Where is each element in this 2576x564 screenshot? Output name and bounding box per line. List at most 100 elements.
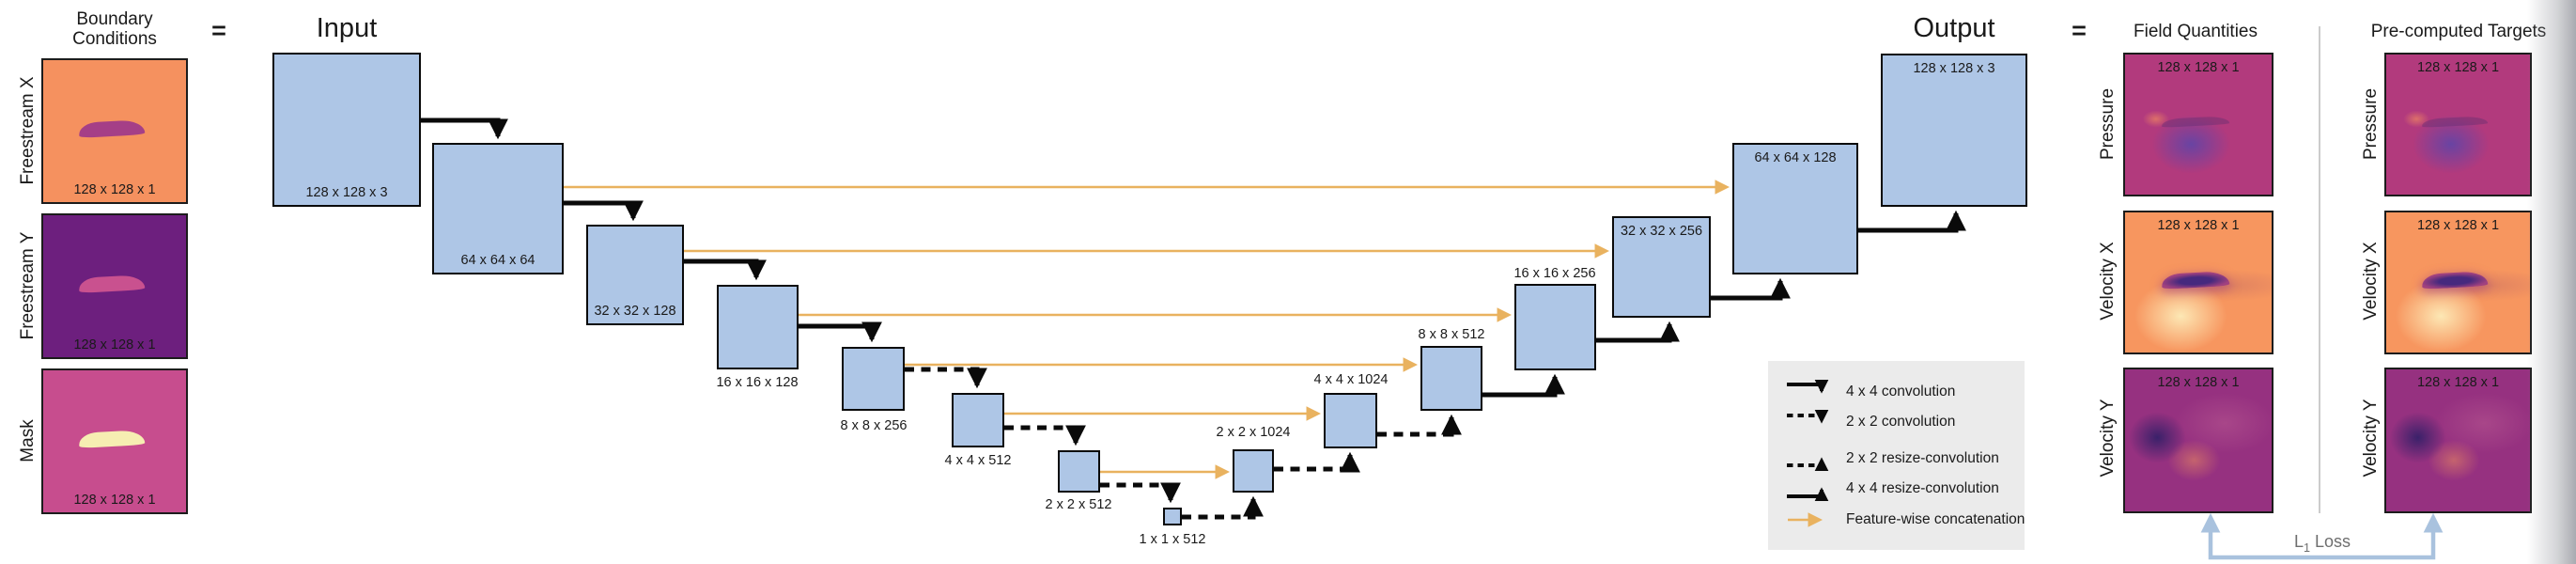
conv-64-to-32 <box>564 200 644 222</box>
mask-dims: 128 x 128 x 1 <box>73 493 156 508</box>
airfoil-shape <box>2422 116 2489 128</box>
resize-16-to-32 <box>1596 321 1681 343</box>
velocity-x-field-image: 128 x 128 x 1 <box>2123 211 2273 354</box>
unet-box-8x8x512 <box>1420 341 1487 411</box>
legend-item-label: 2 x 2 resize-convolution <box>1846 450 1999 466</box>
velocity-y-field-image: 128 x 128 x 1 <box>2123 368 2273 513</box>
legend-item-label: Feature-wise concatenation <box>1846 511 2025 527</box>
box-dims: 64 x 64 x 64 <box>460 253 535 268</box>
conv-2-to-1 <box>1100 482 1182 504</box>
label-4x4x512: 4 x 4 x 512 <box>944 453 1012 468</box>
unet-box-64x64x128: 64 x 64 x 128 <box>1732 138 1863 274</box>
resize-2-to-4 <box>1274 451 1361 473</box>
box-dims: 32 x 32 x 256 <box>1620 224 1703 239</box>
unet-box-32x32x128: 32 x 32 x 128 <box>586 225 684 325</box>
loss-subscript: 1 <box>2303 540 2310 555</box>
legend-item-2x2-resize-convolution: 2 x 2 resize-convolution <box>1784 446 1999 471</box>
resize-32-to-64 <box>1711 277 1792 301</box>
input-title: Input <box>316 13 378 43</box>
label-8x8x256: 8 x 8 x 256 <box>840 418 908 433</box>
airfoil-shape <box>2161 116 2229 128</box>
label-2x2x512: 2 x 2 x 512 <box>1045 497 1112 512</box>
boundary-title-line2: Conditions <box>72 29 157 49</box>
equals-sign-right: = <box>2072 16 2087 45</box>
unet-box-input: 128 x 128 x 3 <box>272 53 421 207</box>
row-label-pressure-field: Pressure <box>2098 87 2118 161</box>
velocity-x-target-image: 128 x 128 x 1 <box>2384 211 2532 354</box>
legend-item-4x4-resize-convolution: 4 x 4 resize-convolution <box>1784 477 1999 501</box>
legend-item-feature-wise-concatenation: Feature-wise concatenation <box>1784 508 2025 532</box>
conv-input-to-64 <box>421 118 509 140</box>
label-1x1x512: 1 x 1 x 512 <box>1139 532 1206 547</box>
label-4x4x1024: 4 x 4 x 1024 <box>1313 372 1389 387</box>
legend-arrow-dashed-up-icon <box>1787 457 1830 471</box>
pressure-field-dims: 128 x 128 x 1 <box>2157 60 2240 75</box>
unet-box-output: 128 x 128 x 3 <box>1881 54 2027 207</box>
conv-32-to-16 <box>684 258 768 281</box>
unet-box-4x4x512 <box>952 393 1004 447</box>
velocity-x-target-dims: 128 x 128 x 1 <box>2416 218 2500 233</box>
unet-box-2x2x1024 <box>1233 445 1279 493</box>
velocity-x-field-dims: 128 x 128 x 1 <box>2157 218 2240 233</box>
loss-suffix: Loss <box>2315 532 2351 552</box>
boundary-title-line1: Boundary <box>76 9 153 29</box>
label-16x16x256: 16 x 16 x 256 <box>1513 266 1596 281</box>
resize-8-to-16 <box>1482 373 1566 398</box>
conv-4-to-2 <box>1004 425 1087 446</box>
pressure-target-image: 128 x 128 x 1 <box>2384 53 2532 196</box>
velocity-y-target-dims: 128 x 128 x 1 <box>2416 375 2500 390</box>
pressure-field-image: 128 x 128 x 1 <box>2123 53 2273 196</box>
velocity-y-field-dims: 128 x 128 x 1 <box>2157 375 2240 390</box>
unet-box-1x1x512 <box>1163 508 1182 525</box>
row-label-velocity-y-field: Velocity Y <box>2098 399 2118 478</box>
legend-arrow-solid-down-icon <box>1787 380 1830 394</box>
legend-arrow-solid-up-icon <box>1787 487 1830 501</box>
l1-loss-bracket <box>2200 512 2444 560</box>
field-quantities-title: Field Quantities <box>2133 22 2258 41</box>
label-16x16x128: 16 x 16 x 128 <box>716 375 799 390</box>
unet-box-16x16x128 <box>717 285 799 369</box>
airfoil-shape <box>2421 271 2489 290</box>
unet-box-16x16x256 <box>1514 279 1601 370</box>
row-label-velocity-x-target: Velocity X <box>2361 242 2381 321</box>
boundary-conditions-title: Boundary Conditions <box>72 9 157 49</box>
box-dims: 64 x 64 x 128 <box>1754 150 1837 165</box>
row-label-velocity-x-field: Velocity X <box>2098 242 2118 321</box>
unet-box-32x32x256: 32 x 32 x 256 <box>1612 212 1715 318</box>
label-2x2x1024: 2 x 2 x 1024 <box>1216 425 1291 440</box>
output-title: Output <box>1913 13 1995 43</box>
legend-item-label: 4 x 4 convolution <box>1846 384 1956 400</box>
legend-arrow-orange-right-icon <box>1788 512 1823 527</box>
legend-arrow-dashed-down-icon <box>1787 410 1830 424</box>
pressure-target-dims: 128 x 128 x 1 <box>2416 60 2500 75</box>
l1-loss-label: L1 Loss <box>2294 532 2351 555</box>
legend-item-2x2-convolution: 2 x 2 convolution <box>1784 410 1955 434</box>
mask-image: 128 x 128 x 1 <box>41 368 188 514</box>
resize-1-to-2 <box>1182 495 1265 520</box>
unet-box-64x64x64: 64 x 64 x 64 <box>432 143 564 274</box>
conv-8-to-4 <box>905 367 988 389</box>
box-dims: 128 x 128 x 3 <box>305 185 388 200</box>
loss-prefix: L <box>2293 532 2304 552</box>
legend-item-label: 4 x 4 resize-convolution <box>1846 480 1999 496</box>
freestream-x-dims: 128 x 128 x 1 <box>73 182 156 197</box>
conv-16-to-8 <box>799 321 883 343</box>
airfoil-shape <box>2161 271 2230 290</box>
row-label-pressure-target: Pressure <box>2361 87 2381 161</box>
resize-64-to-output <box>1858 210 1967 233</box>
freestream-y-dims: 128 x 128 x 1 <box>73 337 156 352</box>
equals-sign-left: = <box>211 16 226 45</box>
precomputed-targets-title: Pre-computed Targets <box>2370 22 2547 41</box>
legend-box: 4 x 4 convolution 2 x 2 convolution 2 x … <box>1768 361 2025 550</box>
freestream-y-image: 128 x 128 x 1 <box>41 213 188 359</box>
row-label-velocity-y-target: Velocity Y <box>2361 399 2381 478</box>
page-edge-gradient <box>2527 0 2576 564</box>
legend-item-label: 2 x 2 convolution <box>1846 414 1956 430</box>
freestream-x-image: 128 x 128 x 1 <box>41 58 188 204</box>
unet-box-8x8x256 <box>842 347 905 411</box>
velocity-y-target-image: 128 x 128 x 1 <box>2384 368 2532 513</box>
box-dims: 128 x 128 x 3 <box>1913 61 1995 76</box>
box-dims: 32 x 32 x 128 <box>594 304 676 319</box>
label-8x8x512: 8 x 8 x 512 <box>1418 327 1485 342</box>
